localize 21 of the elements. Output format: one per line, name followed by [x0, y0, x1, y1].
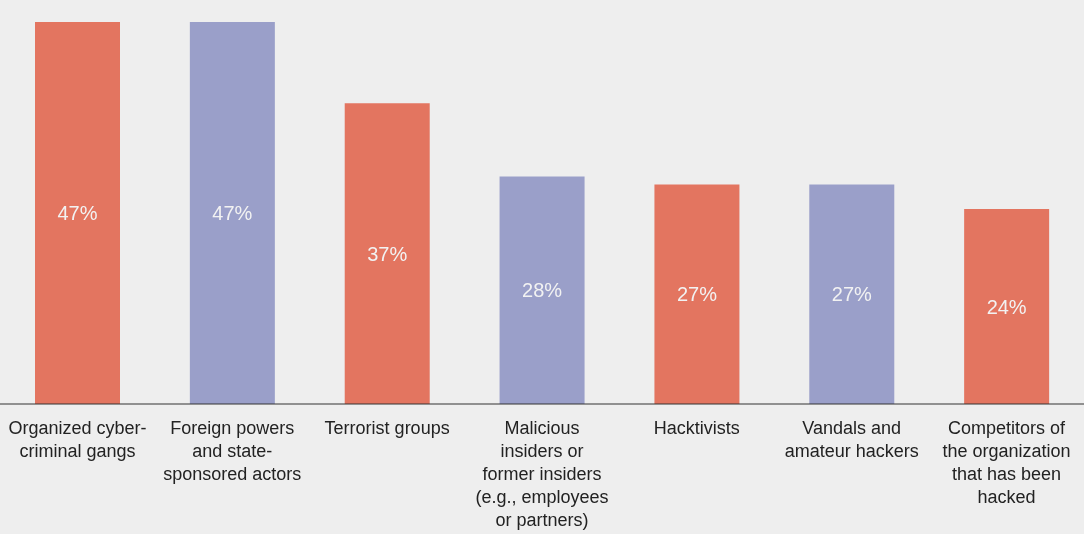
data-label: 24% [986, 295, 1027, 318]
bar [344, 103, 430, 404]
data-label: 28% [522, 279, 563, 302]
bar [964, 208, 1050, 404]
x-tick-label: Malicious insiders or former insiders (e.g., employees or partners) [475, 418, 609, 530]
data-label: 47% [57, 202, 98, 225]
x-tick-label: Vandals and amateur hackers [784, 418, 919, 461]
x-tick-label: Competitors of the organization that has been hacked [942, 418, 1071, 507]
bar [35, 22, 120, 404]
bar [189, 22, 275, 404]
data-label: 27% [831, 283, 873, 306]
x-tick-label: Hacktivists [653, 418, 740, 438]
bar [654, 184, 740, 404]
data-label: 27% [676, 283, 718, 306]
bar [809, 184, 895, 404]
bar [499, 176, 585, 404]
x-tick-label: Terrorist groups [324, 418, 450, 438]
x-tick-label: Organized cyber-criminal gangs [8, 418, 147, 461]
data-label: 47% [212, 202, 253, 225]
x-tick-label: Foreign powers and state-sponsored actors [163, 418, 302, 484]
data-label: 37% [367, 242, 408, 265]
